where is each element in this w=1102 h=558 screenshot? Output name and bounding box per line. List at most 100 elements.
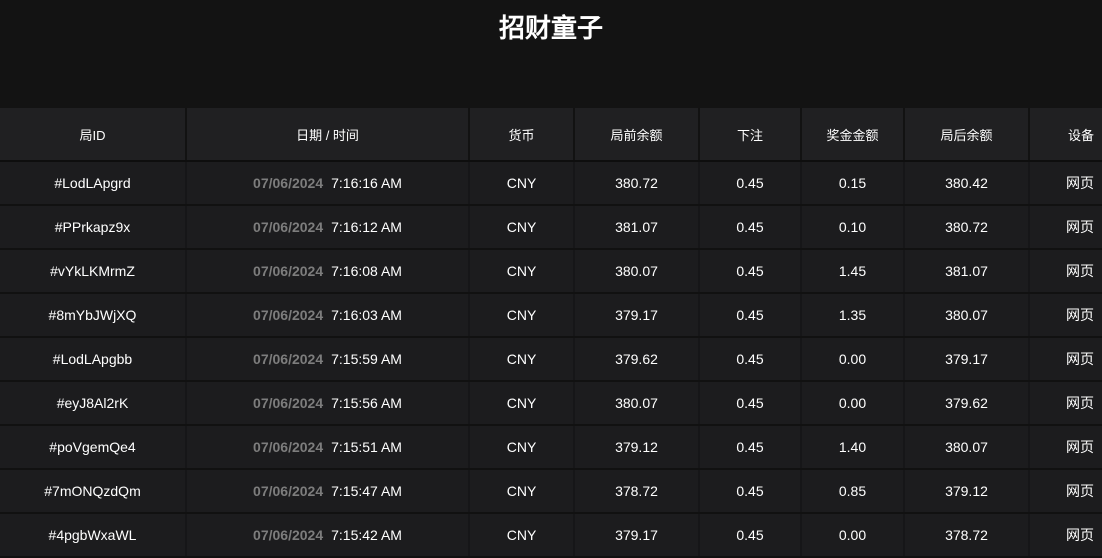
device: 网页 bbox=[1029, 469, 1102, 514]
currency: CNY bbox=[469, 513, 575, 558]
currency-text: CNY bbox=[506, 307, 537, 323]
table-row[interactable]: #eyJ8Al2rK 07/06/2024 7:15:56 AM CNY 380.07 0… bbox=[0, 381, 1102, 426]
win-amount: 1.35 bbox=[801, 293, 905, 338]
device: 网页 bbox=[1029, 249, 1102, 294]
win-amount-text: 0.10 bbox=[838, 219, 867, 235]
bet-text: 0.45 bbox=[736, 439, 764, 455]
win-amount-text: 1.40 bbox=[838, 439, 867, 455]
win-amount: 0.85 bbox=[801, 469, 905, 514]
round-id-text: #4pgbWxaWL bbox=[48, 527, 137, 543]
bet: 0.45 bbox=[699, 337, 802, 382]
balance-before: 379.62 bbox=[574, 337, 700, 382]
device-text: 网页 bbox=[1066, 439, 1094, 455]
time: 7:15:47 AM bbox=[331, 483, 402, 499]
currency: CNY bbox=[469, 337, 575, 382]
time: 7:16:03 AM bbox=[331, 307, 402, 323]
round-id-text: #poVgemQe4 bbox=[49, 439, 136, 455]
time: 7:15:51 AM bbox=[331, 439, 402, 455]
device-text: 网页 bbox=[1066, 527, 1094, 543]
history-table: 局ID 日期 / 时间 货币 局前余额 下注 奖金金额 局后余额 设备 #Lod… bbox=[0, 108, 1102, 558]
round-id-text: #eyJ8Al2rK bbox=[56, 395, 129, 411]
datetime: 07/06/2024 7:15:47 AM bbox=[186, 469, 470, 514]
time: 7:15:56 AM bbox=[331, 395, 402, 411]
table-row[interactable]: #4pgbWxaWL 07/06/2024 7:15:42 AM CNY 379.17 0… bbox=[0, 513, 1102, 558]
time: 7:15:59 AM bbox=[331, 351, 402, 367]
table-row[interactable]: #LodLApgrd 07/06/2024 7:16:16 AM CNY 380.72 0… bbox=[0, 161, 1102, 206]
balance-after: 379.17 bbox=[904, 337, 1030, 382]
date: 07/06/2024 bbox=[253, 219, 324, 235]
balance-before: 380.72 bbox=[574, 161, 700, 206]
round-id: #poVgemQe4 bbox=[0, 425, 187, 470]
col-datetime: 日期 / 时间 bbox=[186, 108, 470, 162]
round-id-text: #vYkLKMrmZ bbox=[50, 263, 135, 279]
currency: CNY bbox=[469, 249, 575, 294]
win-amount-text: 1.45 bbox=[838, 263, 867, 279]
page-title: 招财童子 bbox=[498, 13, 603, 43]
win-amount: 0.15 bbox=[801, 161, 905, 206]
currency-text: CNY bbox=[506, 219, 537, 235]
currency: CNY bbox=[469, 161, 575, 206]
date: 07/06/2024 bbox=[253, 483, 324, 499]
table-row[interactable]: #PPrkapz9x 07/06/2024 7:16:12 AM CNY 381.07 0… bbox=[0, 205, 1102, 250]
balance-after-text: 380.42 bbox=[945, 175, 988, 191]
balance-after: 379.62 bbox=[904, 381, 1030, 426]
win-amount-text: 0.00 bbox=[838, 527, 867, 543]
bet-text: 0.45 bbox=[736, 527, 764, 543]
col-device: 设备 bbox=[1029, 108, 1102, 162]
round-id: #8mYbJWjXQ bbox=[0, 293, 187, 338]
device-text: 网页 bbox=[1066, 483, 1094, 499]
balance-after: 378.72 bbox=[904, 513, 1030, 558]
date: 07/06/2024 bbox=[253, 175, 324, 191]
balance-after-text: 378.72 bbox=[945, 527, 988, 543]
balance-before-text: 380.07 bbox=[615, 263, 658, 279]
bet: 0.45 bbox=[699, 425, 802, 470]
device-text: 网页 bbox=[1066, 175, 1094, 191]
currency-text: CNY bbox=[506, 527, 537, 543]
device: 网页 bbox=[1029, 293, 1102, 338]
datetime: 07/06/2024 7:16:03 AM bbox=[186, 293, 470, 338]
date: 07/06/2024 bbox=[253, 351, 324, 367]
balance-after-text: 381.07 bbox=[945, 263, 988, 279]
currency: CNY bbox=[469, 205, 575, 250]
bet-text: 0.45 bbox=[736, 307, 764, 323]
bet: 0.45 bbox=[699, 381, 802, 426]
currency: CNY bbox=[469, 469, 575, 514]
device: 网页 bbox=[1029, 425, 1102, 470]
win-amount-text: 0.15 bbox=[838, 175, 867, 191]
balance-before: 381.07 bbox=[574, 205, 700, 250]
currency-text: CNY bbox=[506, 263, 537, 279]
currency: CNY bbox=[469, 293, 575, 338]
col-balance-after: 局后余额 bbox=[904, 108, 1030, 162]
bet: 0.45 bbox=[699, 469, 802, 514]
datetime: 07/06/2024 7:15:51 AM bbox=[186, 425, 470, 470]
round-id: #vYkLKMrmZ bbox=[0, 249, 187, 294]
win-amount: 0.00 bbox=[801, 381, 905, 426]
currency-text: CNY bbox=[506, 439, 537, 455]
device: 网页 bbox=[1029, 205, 1102, 250]
bet-text: 0.45 bbox=[736, 351, 764, 367]
bet-text: 0.45 bbox=[736, 483, 764, 499]
balance-after: 379.12 bbox=[904, 469, 1030, 514]
datetime: 07/06/2024 7:16:12 AM bbox=[186, 205, 470, 250]
device-text: 网页 bbox=[1066, 307, 1094, 323]
table-row[interactable]: #7mONQzdQm 07/06/2024 7:15:47 AM CNY 378.72 0… bbox=[0, 469, 1102, 514]
round-id-text: #PPrkapz9x bbox=[54, 219, 131, 235]
round-id: #7mONQzdQm bbox=[0, 469, 187, 514]
time: 7:16:16 AM bbox=[331, 175, 402, 191]
win-amount-text: 1.35 bbox=[838, 307, 867, 323]
table-row[interactable]: #poVgemQe4 07/06/2024 7:15:51 AM CNY 379.12 0… bbox=[0, 425, 1102, 470]
balance-after-text: 380.07 bbox=[945, 307, 988, 323]
date: 07/06/2024 bbox=[253, 527, 324, 543]
table-row[interactable]: #8mYbJWjXQ 07/06/2024 7:16:03 AM CNY 379.17 0… bbox=[0, 293, 1102, 338]
round-id-text: #8mYbJWjXQ bbox=[48, 307, 137, 323]
balance-before: 379.17 bbox=[574, 293, 700, 338]
datetime: 07/06/2024 7:15:59 AM bbox=[186, 337, 470, 382]
currency: CNY bbox=[469, 425, 575, 470]
balance-before-text: 380.72 bbox=[615, 175, 658, 191]
table-row[interactable]: #vYkLKMrmZ 07/06/2024 7:16:08 AM CNY 380.07 0… bbox=[0, 249, 1102, 294]
time: 7:16:12 AM bbox=[331, 219, 402, 235]
balance-before-text: 379.17 bbox=[615, 307, 658, 323]
bet-text: 0.45 bbox=[736, 395, 764, 411]
time: 7:15:42 AM bbox=[331, 527, 402, 543]
table-row[interactable]: #LodLApgbb 07/06/2024 7:15:59 AM CNY 379.62 0… bbox=[0, 337, 1102, 382]
